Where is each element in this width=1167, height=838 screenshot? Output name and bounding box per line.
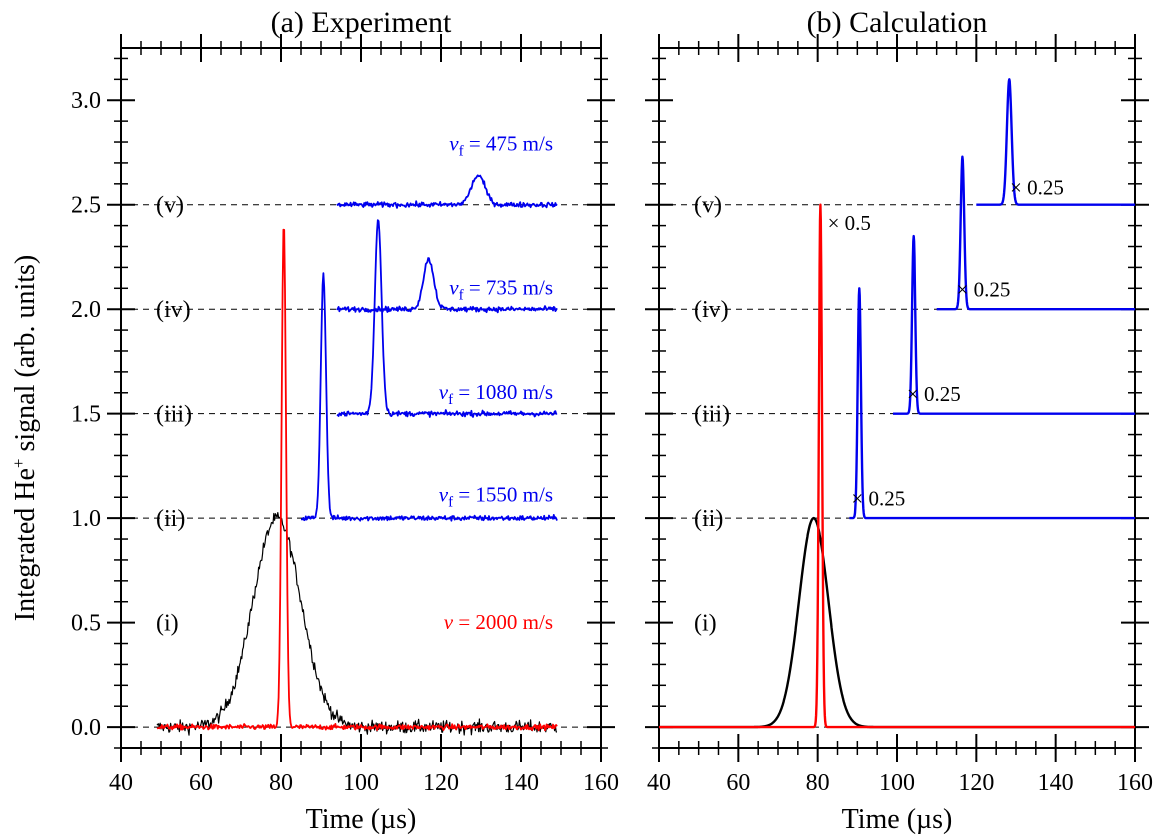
series-blue-line — [892, 234, 1136, 415]
annotation: × 0.25 — [957, 278, 1011, 302]
annotation: × 0.25 — [1010, 175, 1064, 199]
x-tick-label: 140 — [1038, 770, 1074, 796]
annotation-text: = 2000 m/s — [453, 610, 553, 634]
row-label: (i) — [156, 611, 179, 637]
x-axis-label: Time (µs) — [842, 804, 953, 835]
series-blue-line — [336, 219, 558, 418]
x-tick-label: 160 — [1117, 770, 1153, 796]
series-blue-line — [336, 257, 558, 314]
panel-calculation: 40 60 80 100 120 140 160 (b) Calculation Time (µ… — [645, 6, 1153, 835]
x-tick-label: 60 — [726, 770, 750, 796]
row-label: (iv) — [156, 297, 191, 323]
y-axis-label-rest: signal (arb. units) — [10, 255, 41, 459]
annotation-text: = 475 m/s — [464, 131, 553, 155]
y-axis-label-main: Integrated He — [10, 468, 41, 621]
annotation-main: v — [439, 380, 449, 404]
annotation-main: v — [449, 131, 459, 155]
y-tick-label: 1.0 — [71, 506, 101, 532]
x-tick-label: 160 — [583, 770, 619, 796]
x-tick-label: 100 — [343, 770, 379, 796]
annotation-main: v — [444, 610, 454, 634]
annotation-sub: f — [448, 392, 453, 408]
y-tick-label: 3.0 — [71, 88, 101, 114]
x-tick-label: 120 — [958, 770, 994, 796]
plot-frame — [658, 47, 1136, 749]
annotation: × 0.5 — [828, 211, 871, 235]
series-black-line — [658, 516, 1136, 729]
ylabel-group: Integrated He+ signal (arb. units) — [9, 255, 41, 621]
series-blue-line — [300, 272, 558, 522]
y-axis-label: Integrated He+ signal (arb. units) — [9, 255, 41, 621]
annotation: v = 2000 m/s — [444, 610, 553, 634]
row-label: (iv) — [694, 297, 729, 323]
annotation: × 0.25 — [907, 382, 961, 406]
row-label: (iii) — [694, 402, 730, 428]
x-tick-label: 40 — [109, 770, 133, 796]
annotation: vf = 1080 m/s — [439, 380, 553, 408]
annotation: vf = 1550 m/s — [439, 482, 553, 510]
annotation-text: = 1080 m/s — [453, 380, 553, 404]
y-tick-label: 0.0 — [71, 715, 101, 741]
annotation-main: × 0.25 — [1010, 175, 1064, 199]
annotation-main: × 0.25 — [957, 278, 1011, 302]
row-label: (v) — [694, 193, 722, 219]
y-tick-label: 0.5 — [71, 611, 101, 637]
row-label: (ii) — [694, 506, 723, 532]
panel-title: (a) Experiment — [271, 6, 452, 39]
annotation-sub: f — [459, 143, 464, 159]
x-tick-label: 140 — [503, 770, 539, 796]
x-tick-label: 80 — [806, 770, 830, 796]
annotation-sub: f — [448, 494, 453, 510]
row-label: (iii) — [156, 402, 192, 428]
series-red-line — [658, 203, 1136, 729]
series-blue-line — [336, 174, 558, 209]
x-tick-label: 80 — [269, 770, 293, 796]
x-axis-label: Time (µs) — [306, 804, 417, 835]
panel-title: (b) Calculation — [807, 6, 988, 39]
annotation-sub: f — [459, 288, 464, 304]
y-tick-label: 2.0 — [71, 297, 101, 323]
row-label: (i) — [694, 611, 717, 637]
series-blue-line — [975, 78, 1136, 206]
series-red-line — [156, 228, 558, 732]
row-label: (ii) — [156, 506, 185, 532]
series-blue-line — [848, 287, 1136, 520]
annotation: × 0.25 — [851, 487, 905, 511]
x-tick-label: 120 — [423, 770, 459, 796]
annotation-main: v — [449, 276, 459, 300]
annotation-text: = 1550 m/s — [453, 482, 553, 506]
y-tick-label: 2.5 — [71, 193, 101, 219]
annotation-main: × 0.5 — [828, 211, 871, 235]
panel-experiment: 40 60 80 100 120 140 160 0.0 0.5 1.0 1.5 2.0 2.5 3.0 (… — [71, 6, 619, 835]
y-axis-label-sup: + — [9, 459, 28, 469]
annotation: vf = 475 m/s — [449, 131, 553, 159]
series-blue-line — [935, 155, 1136, 311]
x-tick-label: 100 — [879, 770, 915, 796]
annotation-main: × 0.25 — [907, 382, 961, 406]
annotation-main: × 0.25 — [851, 487, 905, 511]
x-tick-label: 60 — [189, 770, 213, 796]
annotation-main: v — [439, 482, 449, 506]
row-label: (v) — [156, 193, 184, 219]
y-tick-label: 1.5 — [71, 402, 101, 428]
x-tick-label: 40 — [647, 770, 671, 796]
annotation: vf = 735 m/s — [449, 276, 553, 304]
annotation-text: = 735 m/s — [464, 276, 553, 300]
